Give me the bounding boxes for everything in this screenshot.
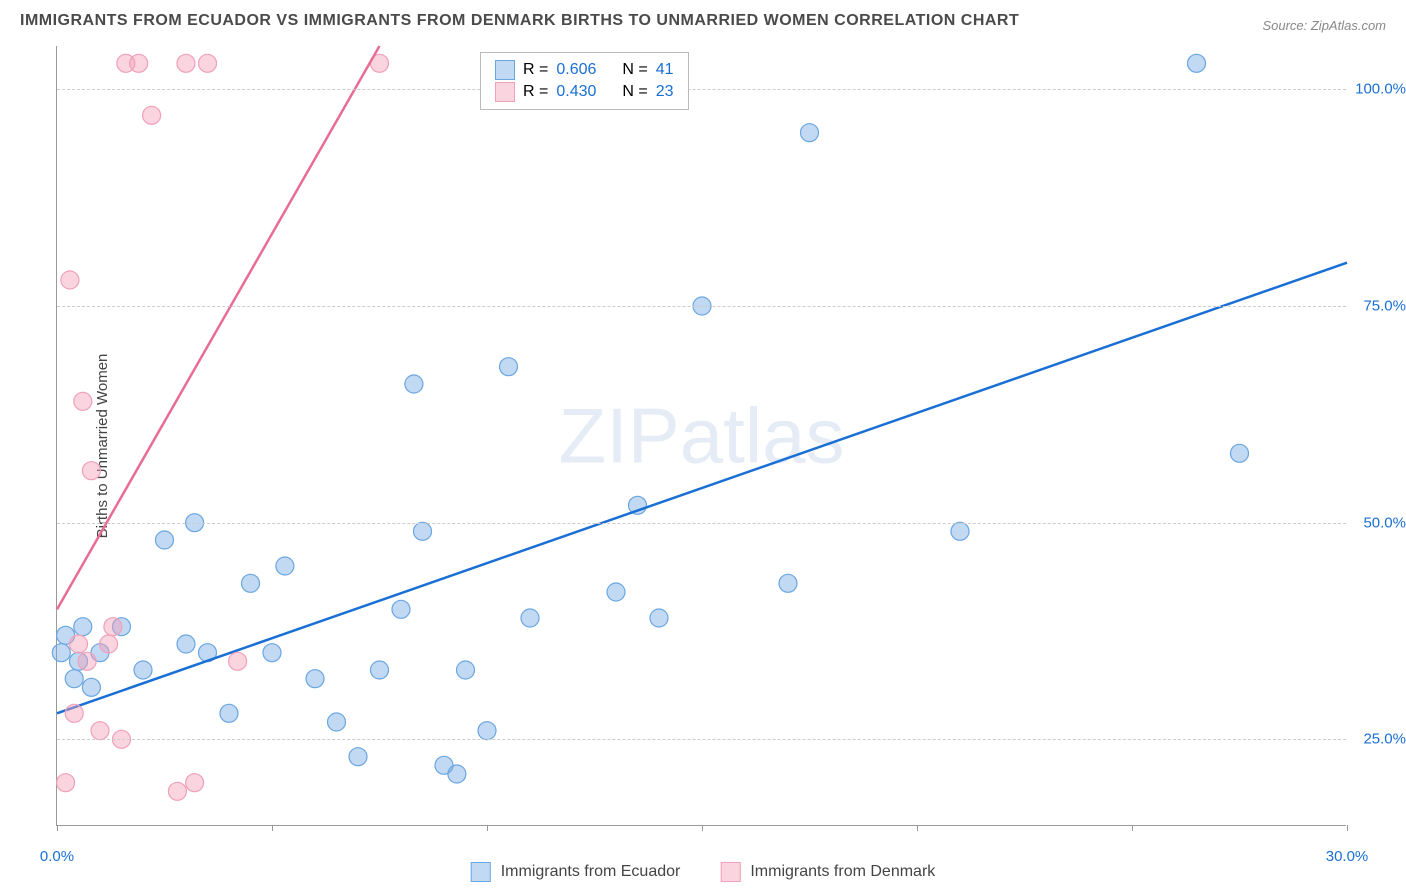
data-point xyxy=(414,522,432,540)
x-tick xyxy=(57,825,58,831)
data-point xyxy=(263,644,281,662)
n-label-1: N = xyxy=(622,83,647,101)
data-point xyxy=(448,765,466,783)
data-point xyxy=(168,782,186,800)
data-point xyxy=(177,54,195,72)
data-point xyxy=(500,358,518,376)
data-point xyxy=(143,106,161,124)
x-tick xyxy=(272,825,273,831)
n-label-0: N = xyxy=(622,61,647,79)
data-point xyxy=(521,609,539,627)
legend-stats-row-1: R = 0.430 N = 23 xyxy=(495,82,674,102)
r-label-0: R = xyxy=(523,61,548,79)
data-point xyxy=(306,670,324,688)
data-point xyxy=(52,644,70,662)
r-label-1: R = xyxy=(523,83,548,101)
data-point xyxy=(82,462,100,480)
data-point xyxy=(371,661,389,679)
data-point xyxy=(100,635,118,653)
data-point xyxy=(74,618,92,636)
data-point xyxy=(405,375,423,393)
data-point xyxy=(229,652,247,670)
gridline xyxy=(57,739,1346,740)
gridline xyxy=(57,523,1346,524)
data-point xyxy=(457,661,475,679)
x-tick-label: 0.0% xyxy=(40,848,74,865)
data-point xyxy=(199,54,217,72)
data-point xyxy=(82,678,100,696)
legend-bottom-label-1: Immigrants from Denmark xyxy=(750,863,935,881)
data-point xyxy=(70,635,88,653)
data-point xyxy=(478,722,496,740)
data-point xyxy=(951,522,969,540)
legend-bottom-swatch-0 xyxy=(471,862,491,882)
legend-swatch-1 xyxy=(495,82,515,102)
trend-line xyxy=(57,46,380,609)
y-tick-label: 100.0% xyxy=(1355,81,1406,98)
x-tick xyxy=(487,825,488,831)
data-point xyxy=(801,124,819,142)
data-point xyxy=(65,704,83,722)
legend-bottom-swatch-1 xyxy=(720,862,740,882)
r-value-0: 0.606 xyxy=(556,61,596,79)
x-tick-label: 30.0% xyxy=(1326,848,1369,865)
data-point xyxy=(607,583,625,601)
n-value-0: 41 xyxy=(656,61,674,79)
x-tick xyxy=(1132,825,1133,831)
data-point xyxy=(349,748,367,766)
data-point xyxy=(104,618,122,636)
gridline xyxy=(57,306,1346,307)
data-point xyxy=(65,670,83,688)
data-point xyxy=(1188,54,1206,72)
data-point xyxy=(276,557,294,575)
data-point xyxy=(57,774,75,792)
y-tick-label: 25.0% xyxy=(1363,731,1406,748)
data-point xyxy=(61,271,79,289)
data-point xyxy=(130,54,148,72)
r-value-1: 0.430 xyxy=(556,83,596,101)
x-tick xyxy=(702,825,703,831)
legend-stats: R = 0.606 N = 41 R = 0.430 N = 23 xyxy=(480,52,689,110)
data-point xyxy=(186,774,204,792)
trend-line xyxy=(57,263,1347,714)
data-point xyxy=(328,713,346,731)
n-value-1: 23 xyxy=(656,83,674,101)
chart-svg xyxy=(57,46,1346,825)
chart-container: IMMIGRANTS FROM ECUADOR VS IMMIGRANTS FR… xyxy=(0,0,1406,892)
data-point xyxy=(650,609,668,627)
data-point xyxy=(78,652,96,670)
legend-stats-row-0: R = 0.606 N = 41 xyxy=(495,60,674,80)
legend-swatch-0 xyxy=(495,60,515,80)
data-point xyxy=(242,574,260,592)
x-tick xyxy=(1347,825,1348,831)
data-point xyxy=(177,635,195,653)
legend-bottom: Immigrants from Ecuador Immigrants from … xyxy=(471,862,936,882)
legend-bottom-label-0: Immigrants from Ecuador xyxy=(501,863,681,881)
data-point xyxy=(91,722,109,740)
x-tick xyxy=(917,825,918,831)
data-point xyxy=(779,574,797,592)
data-point xyxy=(74,392,92,410)
gridline xyxy=(57,89,1346,90)
source-label: Source: ZipAtlas.com xyxy=(1262,18,1386,33)
data-point xyxy=(1231,444,1249,462)
data-point xyxy=(220,704,238,722)
data-point xyxy=(392,600,410,618)
plot-area: ZIPatlas 25.0%50.0%75.0%100.0%0.0%30.0% xyxy=(56,46,1346,826)
y-tick-label: 50.0% xyxy=(1363,514,1406,531)
data-point xyxy=(134,661,152,679)
chart-title: IMMIGRANTS FROM ECUADOR VS IMMIGRANTS FR… xyxy=(20,12,1019,30)
y-tick-label: 75.0% xyxy=(1363,298,1406,315)
data-point xyxy=(156,531,174,549)
